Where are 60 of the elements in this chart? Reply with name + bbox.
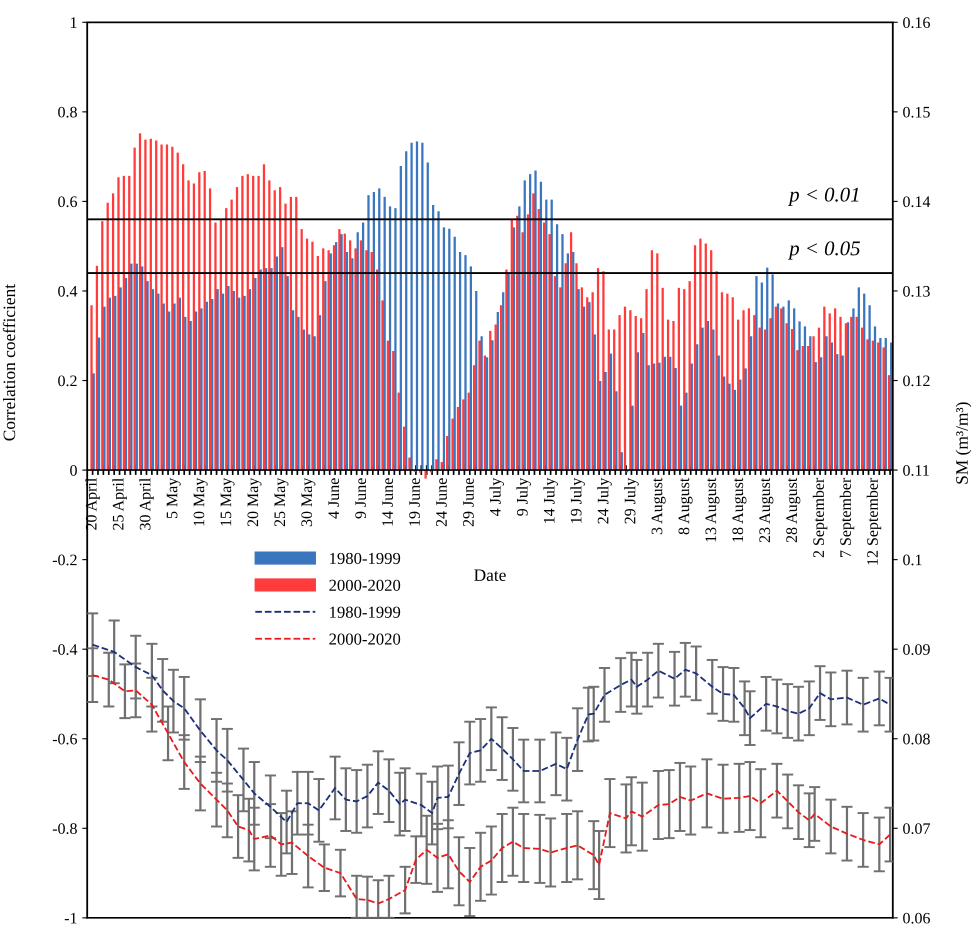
y2-tick-label: 0.15 bbox=[903, 106, 930, 118]
x-tick-label: 28 August bbox=[786, 478, 800, 542]
x-tick-label: 14 July bbox=[543, 478, 558, 523]
x-tick-label: 25 May bbox=[274, 478, 288, 526]
y-tick-label: 1 bbox=[70, 17, 77, 28]
x-tick-label: 8 August bbox=[678, 478, 693, 534]
y-tick-label: 0 bbox=[70, 464, 77, 476]
x-tick-label: 20 May bbox=[247, 478, 262, 526]
x-tick-label: 13 August bbox=[705, 478, 720, 542]
x-tick-label: 15 May bbox=[220, 478, 235, 526]
x-tick-label: 19 June bbox=[409, 478, 420, 526]
y-tick-label: -0.4 bbox=[52, 644, 78, 655]
y-axis-title: Correlation coefficient bbox=[2, 284, 16, 441]
legend-label: 2000-2020 bbox=[329, 580, 400, 591]
x-tick-label: 12 September bbox=[866, 478, 882, 565]
y2-tick-label: 0.07 bbox=[903, 823, 930, 834]
y-tick-label: 0.6 bbox=[58, 196, 78, 208]
y-tick-label: -1 bbox=[64, 912, 77, 924]
x-tick-label: 30 May bbox=[301, 478, 316, 526]
x-tick-label: 4 July bbox=[489, 478, 504, 516]
x-tick-label: 23 August bbox=[759, 478, 774, 542]
x-tick-label: 4 June bbox=[328, 478, 340, 519]
x-tick-label: 25 April bbox=[112, 478, 127, 530]
x-tick-label: 24 July bbox=[597, 478, 612, 524]
y2-tick-label: 0.13 bbox=[903, 286, 930, 297]
y2-tick-label: 0.09 bbox=[903, 644, 930, 655]
x-tick-label: 18 August bbox=[732, 478, 746, 542]
x-tick-label: 14 June bbox=[382, 478, 393, 526]
x-tick-label: 7 September bbox=[840, 478, 854, 557]
x-tick-label: 29 June bbox=[463, 478, 474, 526]
x-tick-label: 5 May bbox=[166, 478, 181, 518]
y-tick-label: -0.2 bbox=[52, 554, 77, 566]
y-tick-label: 0.8 bbox=[58, 106, 77, 118]
x-tick-label: 10 May bbox=[194, 478, 208, 526]
ref-line-label: p < 0.05 bbox=[788, 241, 860, 260]
y2-tick-label: 0.08 bbox=[903, 734, 930, 745]
x-tick-label: 9 July bbox=[516, 478, 531, 516]
x-tick-label: 9 June bbox=[355, 478, 366, 518]
x-axis-title: Date bbox=[474, 569, 506, 581]
legend-label: 1980-1999 bbox=[330, 552, 400, 564]
y2-tick-label: 0.16 bbox=[903, 17, 930, 28]
y2-tick-label: 0.12 bbox=[903, 375, 930, 386]
x-tick-label: 19 July bbox=[570, 478, 585, 523]
y2-tick-label: 0.1 bbox=[903, 554, 922, 566]
x-tick-label: 2 September bbox=[812, 478, 828, 558]
y-tick-label: 0.2 bbox=[58, 375, 77, 386]
legend-label: 1980-1999 bbox=[330, 606, 400, 618]
y2-tick-label: 0.11 bbox=[903, 464, 929, 476]
x-tick-label: 3 August bbox=[652, 478, 666, 534]
x-tick-label: 30 April bbox=[139, 478, 154, 530]
y2-tick-label: 0.06 bbox=[903, 912, 930, 924]
ref-line-label: p < 0.01 bbox=[788, 188, 858, 206]
y-tick-label: -0.8 bbox=[52, 823, 77, 834]
y2-axis-title: SM (m³/m³) bbox=[956, 402, 972, 484]
x-tick-label: 24 June bbox=[436, 478, 447, 526]
legend-label: 2000-2020 bbox=[329, 633, 400, 645]
y2-tick-label: 0.14 bbox=[903, 196, 930, 208]
y-tick-label: 0.4 bbox=[58, 286, 78, 297]
x-tick-label: 29 July bbox=[624, 478, 639, 524]
y-tick-label: -0.6 bbox=[52, 734, 78, 745]
